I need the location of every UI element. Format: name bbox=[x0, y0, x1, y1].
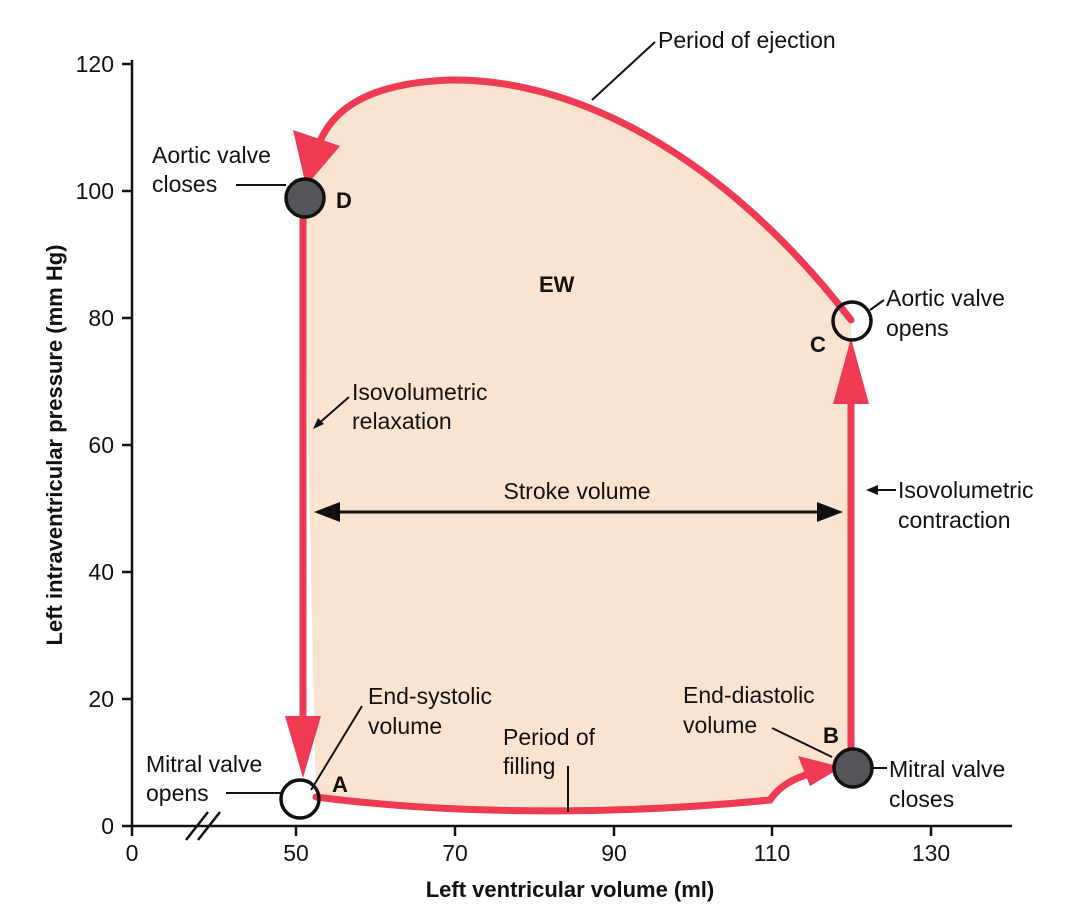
y-tick-label: 20 bbox=[88, 686, 114, 712]
y-ticks bbox=[122, 62, 132, 828]
y-tick-label: 0 bbox=[101, 813, 114, 839]
end-diastolic-label-line2: volume bbox=[683, 712, 757, 738]
period-filling-label-line1: Period of bbox=[503, 724, 596, 750]
mitral-closes-label-line2: closes bbox=[889, 786, 954, 812]
iso-relax-leader-arrowhead bbox=[313, 418, 324, 429]
ejection-curve bbox=[310, 76, 855, 324]
x-axis-title: Left ventricular volume (ml) bbox=[426, 877, 715, 902]
y-tick-label: 60 bbox=[88, 432, 114, 458]
x-tick-label: 50 bbox=[283, 840, 309, 866]
iso-relax-leader bbox=[316, 396, 350, 426]
iso-relax-label-line1: Isovolumetric bbox=[352, 379, 487, 405]
iso-contract-label-line1: Isovolumetric bbox=[898, 477, 1033, 503]
mitral-opens-label-line2: opens bbox=[146, 780, 209, 806]
mitral-closes-label-line1: Mitral valve bbox=[889, 756, 1005, 782]
contraction-arrowhead bbox=[833, 338, 869, 404]
x-tick-label: 130 bbox=[912, 840, 950, 866]
aortic-opens-leader bbox=[869, 299, 885, 311]
ew-label: EW bbox=[539, 272, 575, 297]
point-c-open-marker bbox=[831, 300, 873, 342]
aortic-closes-label-line1: Aortic valve bbox=[152, 142, 271, 168]
y-tick-label: 80 bbox=[88, 305, 114, 331]
relaxation-arrowhead bbox=[285, 716, 321, 778]
period-of-ejection-label: Period of ejection bbox=[658, 27, 836, 53]
filling-curve bbox=[312, 769, 816, 815]
point-a-open-marker bbox=[279, 778, 321, 820]
stroke-volume-label: Stroke volume bbox=[503, 478, 650, 504]
x-tick-label: 110 bbox=[754, 840, 791, 866]
end-systolic-leader bbox=[310, 705, 363, 791]
stroke-volume-arrowhead-right bbox=[817, 502, 843, 522]
x-tick-label: 70 bbox=[442, 840, 468, 866]
axis-break-mark bbox=[185, 811, 209, 841]
iso-contract-label-line2: contraction bbox=[898, 507, 1011, 533]
stroke-volume-arrowhead-left bbox=[314, 502, 340, 522]
y-tick-label: 120 bbox=[76, 51, 114, 77]
iso-relax-label-line2: relaxation bbox=[352, 408, 452, 434]
ejection-arrowhead bbox=[293, 130, 340, 186]
aortic-opens-label-line2: opens bbox=[886, 315, 949, 341]
iso-contract-leader-arrowhead bbox=[866, 485, 878, 495]
x-ticks bbox=[130, 826, 933, 836]
end-diastolic-leader bbox=[771, 727, 833, 758]
end-systolic-label-line1: End-systolic bbox=[368, 683, 492, 709]
point-a-label: A bbox=[332, 772, 348, 797]
mitral-opens-label-line1: Mitral valve bbox=[146, 751, 262, 777]
end-diastolic-label-line1: End-diastolic bbox=[683, 682, 815, 708]
point-b-label: B bbox=[823, 723, 839, 748]
x-tick-label: 90 bbox=[601, 840, 627, 866]
period-of-ejection-leader bbox=[591, 41, 656, 101]
x-tick-label: 0 bbox=[126, 840, 139, 866]
aortic-closes-label-line2: closes bbox=[152, 171, 217, 197]
y-tick-label: 100 bbox=[76, 178, 114, 204]
filling-arrowhead bbox=[798, 756, 842, 786]
axis-break-mark bbox=[197, 811, 221, 841]
end-systolic-label-line2: volume bbox=[368, 713, 442, 739]
y-tick-label: 40 bbox=[88, 559, 114, 585]
point-c-label: C bbox=[810, 332, 826, 357]
point-b-closed-marker bbox=[832, 747, 874, 789]
y-axis-title: Left intraventricular pressure (mm Hg) bbox=[42, 245, 67, 646]
external-work-area bbox=[303, 79, 851, 811]
point-d-closed-marker bbox=[284, 177, 326, 219]
point-d-label: D bbox=[336, 188, 352, 213]
aortic-opens-label-line1: Aortic valve bbox=[886, 285, 1005, 311]
period-filling-label-line2: filling bbox=[503, 753, 555, 779]
